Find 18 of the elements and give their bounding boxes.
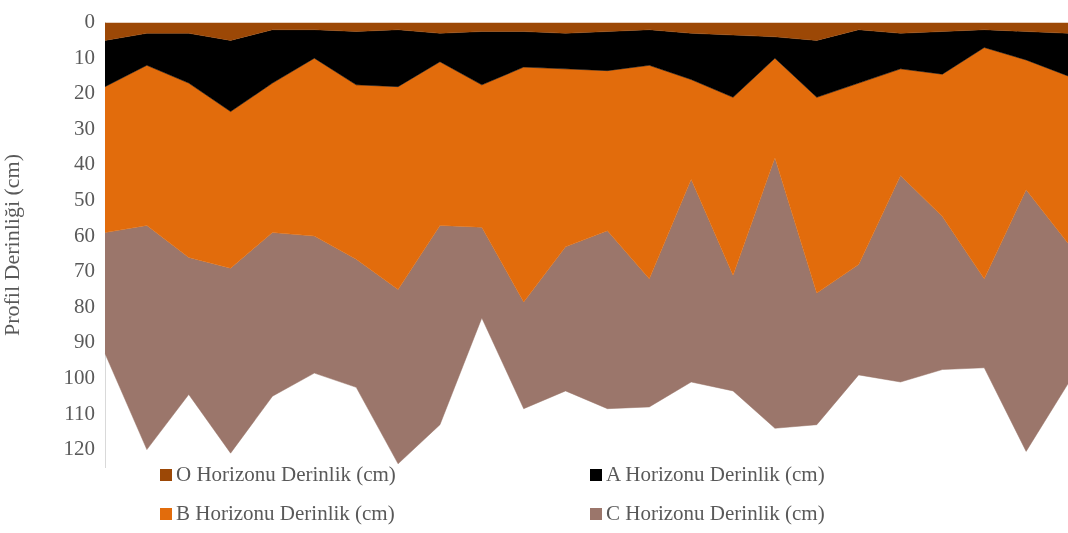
y-tick-label: 100 [63, 364, 95, 389]
y-tick-label: 40 [74, 151, 95, 176]
legend-label: C Horizonu Derinlik (cm) [606, 501, 825, 526]
y-tick-label: 20 [74, 80, 95, 105]
y-tick-label: 50 [74, 187, 95, 212]
y-tick-label: 80 [74, 293, 95, 318]
y-tick-label: 110 [64, 400, 95, 425]
y-axis-title: Profil Derinliği (cm) [0, 153, 24, 337]
y-tick-label: 10 [74, 44, 95, 69]
y-tick-label: 0 [84, 9, 95, 34]
legend-label: B Horizonu Derinlik (cm) [176, 501, 395, 526]
y-tick-label: 60 [74, 222, 95, 247]
legend-label: O Horizonu Derinlik (cm) [176, 462, 396, 487]
y-tick-label: 120 [63, 436, 95, 461]
legend-label: A Horizonu Derinlik (cm) [606, 462, 825, 487]
y-tick-label: 30 [74, 115, 95, 140]
y-tick-label: 90 [74, 329, 95, 354]
y-tick-label: 70 [74, 258, 95, 283]
